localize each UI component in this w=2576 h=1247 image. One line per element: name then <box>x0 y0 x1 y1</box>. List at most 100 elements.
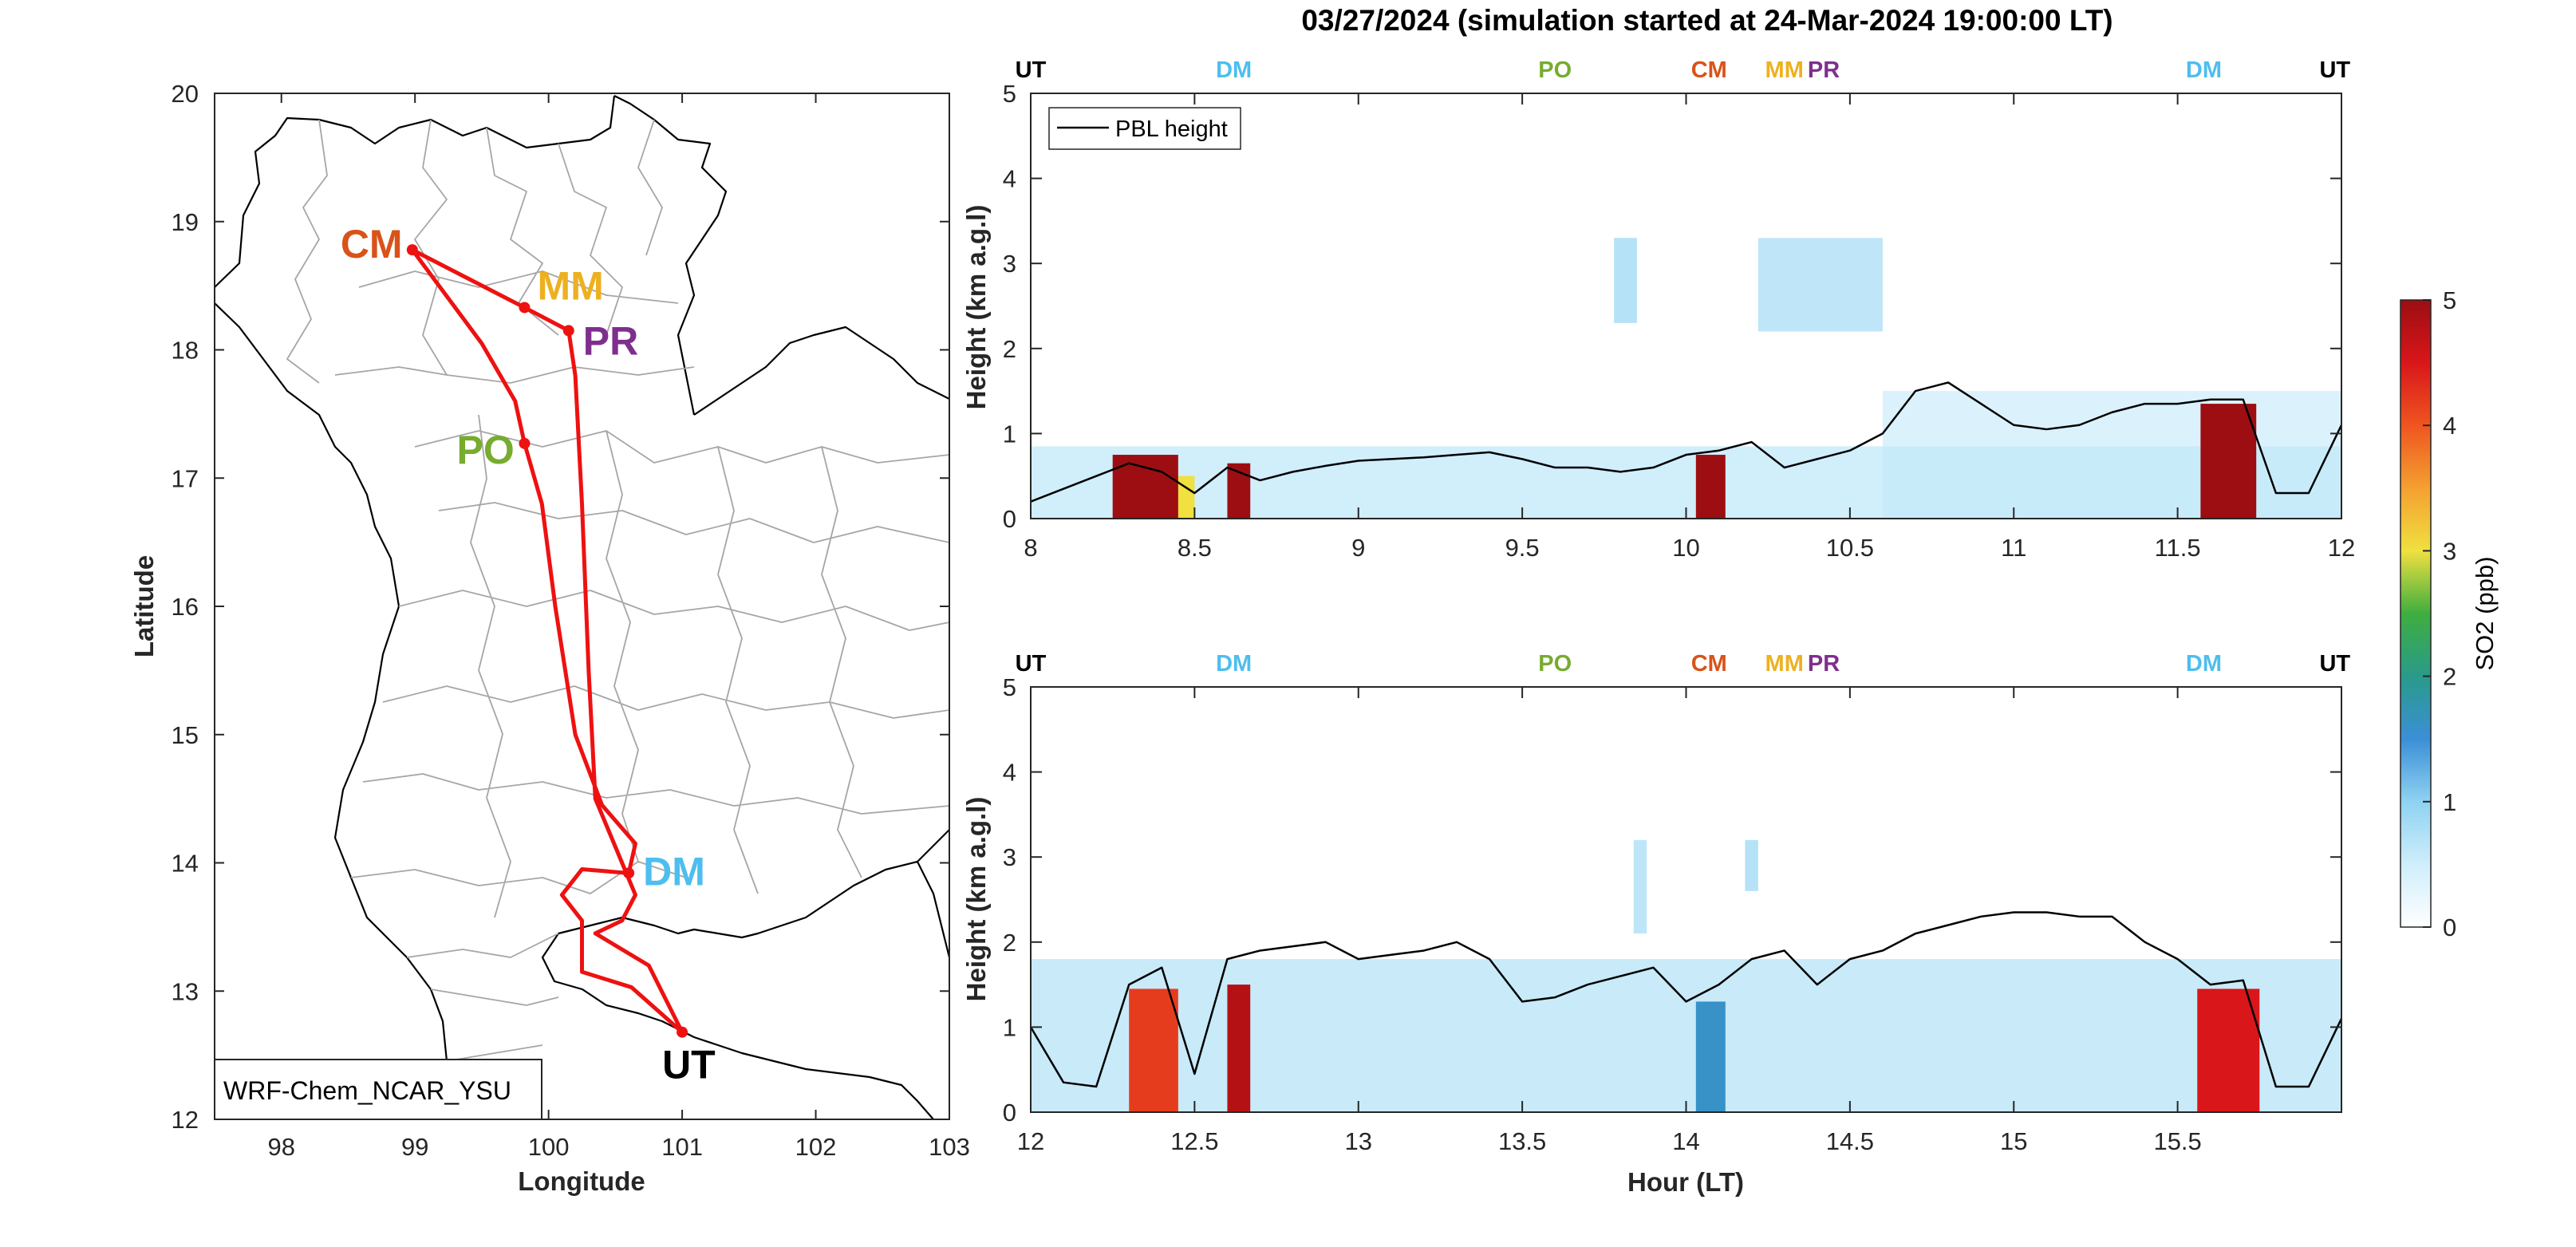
top-location-markers: UT DM PO CM MM PR DM UT <box>1016 57 2351 83</box>
figure-title: 03/27/2024 (simulation started at 24-Mar… <box>1301 4 2112 37</box>
top-marker-pr: PR <box>1808 57 1840 83</box>
map-panel: CM MM PR PO DM UT 98 99 100 101 102 103 12 13 14 15 16 1… <box>129 80 970 1196</box>
top-so2-patch <box>2200 404 2257 519</box>
city-label-dm: DM <box>643 849 705 894</box>
top-ytick-label: 3 <box>1003 250 1016 278</box>
top-xtick-label: 8.5 <box>1178 534 1212 562</box>
top-ylabel: Height (km a.g.l) <box>961 205 991 410</box>
colorbar-tick-label: 2 <box>2443 663 2456 691</box>
top-xtick-label: 11.5 <box>2155 534 2201 562</box>
bottom-pbl-line <box>1029 911 2343 1088</box>
map-ticks: 98 99 100 101 102 103 12 13 14 15 16 17 18 19 20 <box>172 80 970 1161</box>
bottom-so2-patch <box>1695 1001 1726 1112</box>
bottom-ytick-label: 4 <box>1003 759 1016 787</box>
model-annotation-box <box>214 1059 542 1120</box>
map-xtick-label: 103 <box>929 1133 970 1161</box>
city-label-pr: PR <box>583 318 638 363</box>
top-xtick-label: 9 <box>1351 534 1365 562</box>
city-label-po: PO <box>456 428 514 472</box>
top-marker-cm: CM <box>1691 57 1727 83</box>
map-area: CM MM PR PO DM UT <box>215 95 949 1119</box>
colorbar-tick-label: 1 <box>2443 788 2456 816</box>
map-ytick-label: 16 <box>172 593 199 621</box>
bottom-so2-patch <box>1633 839 1647 934</box>
bottom-xtick-label: 15.5 <box>2153 1127 2201 1155</box>
bottom-xtick-label: 14 <box>1672 1127 1699 1155</box>
top-marker-mm: MM <box>1765 57 1804 83</box>
map-xtick-label: 100 <box>528 1133 570 1161</box>
bottom-xtick-label: 12 <box>1017 1127 1044 1155</box>
colorbar-label: SO2 (ppb) <box>2471 556 2499 670</box>
bottom-xtick-label: 15 <box>2000 1127 2027 1155</box>
map-ytick-label: 17 <box>172 464 199 492</box>
colorbar-tick-label: 0 <box>2443 914 2456 941</box>
top-marker-ut: UT <box>1016 57 1047 83</box>
top-so2-patch <box>1112 455 1178 519</box>
so2-colorbar: 0 1 2 3 4 5 SO2 (ppb) <box>2400 286 2499 941</box>
bottom-xtick-label: 12.5 <box>1170 1127 1218 1155</box>
map-ytick-label: 20 <box>172 80 199 108</box>
top-ytick-label: 2 <box>1003 335 1016 363</box>
top-so2-patch <box>1614 238 1637 323</box>
map-ytick-label: 18 <box>172 337 199 365</box>
bottom-xtick-label: 14.5 <box>1826 1127 1874 1155</box>
top-ytick-label: 4 <box>1003 165 1016 193</box>
map-ytick-label: 13 <box>172 977 199 1005</box>
bottom-location-markers: UT DM PO CM MM PR DM UT <box>1016 651 2351 677</box>
city-marker-cm <box>406 244 418 256</box>
bottom-ytick-label: 0 <box>1003 1099 1016 1127</box>
top-xtick-label: 9.5 <box>1505 534 1540 562</box>
bottom-marker-ut: UT <box>1016 651 1047 677</box>
colorbar-tick-label: 3 <box>2443 537 2456 565</box>
map-ytick-label: 12 <box>172 1106 199 1134</box>
top-ytick-label: 0 <box>1003 505 1016 533</box>
bottom-marker-dm: DM <box>2186 651 2222 677</box>
colorbar-tick-label: 5 <box>2443 286 2456 314</box>
top-marker-dm: DM <box>2186 57 2222 83</box>
top-marker-dm: DM <box>1216 57 1252 83</box>
map-xtick-label: 98 <box>267 1133 294 1161</box>
top-xtick-label: 8 <box>1024 534 1037 562</box>
map-xtick-label: 99 <box>401 1133 428 1161</box>
colorbar-gradient <box>2400 299 2432 928</box>
bottom-ytick-label: 2 <box>1003 929 1016 957</box>
top-xtick-label: 11 <box>2001 534 2026 562</box>
top-so2-patch <box>1695 455 1726 519</box>
bottom-ytick-label: 5 <box>1003 673 1016 701</box>
bottom-xtick-label: 13.5 <box>1498 1127 1546 1155</box>
bottom-marker-po: PO <box>1538 651 1572 677</box>
bottom-marker-dm: DM <box>1216 651 1252 677</box>
bottom-marker-ut: UT <box>2319 651 2350 677</box>
city-layer: CM MM PR PO DM UT <box>341 222 716 1087</box>
map-ytick-label: 15 <box>172 721 199 749</box>
city-marker-dm <box>623 867 635 879</box>
map-ytick-label: 14 <box>172 850 199 878</box>
bottom-marker-pr: PR <box>1808 651 1840 677</box>
city-marker-po <box>519 437 531 449</box>
bottom-xtick-label: 13 <box>1345 1127 1372 1155</box>
route-layer <box>410 247 684 1034</box>
bottom-ytick-label: 3 <box>1003 843 1016 871</box>
bottom-ytick-label: 1 <box>1003 1013 1016 1041</box>
top-so2-patch <box>1757 238 1883 332</box>
model-annotation: WRF-Chem_NCAR_YSU <box>223 1076 511 1105</box>
flight-route <box>410 247 684 1034</box>
bottom-marker-mm: MM <box>1765 651 1804 677</box>
bottom-ylabel: Height (km a.g.l) <box>961 797 991 1002</box>
top-ytick-label: 5 <box>1003 80 1016 108</box>
city-label-mm: MM <box>537 263 603 308</box>
map-ylabel: Latitude <box>129 555 159 657</box>
bottom-heatmap-content <box>1029 839 2343 1112</box>
map-xtick-label: 101 <box>661 1133 703 1161</box>
colorbar-tick-label: 4 <box>2443 412 2456 440</box>
colorbar-ticks: 0 1 2 3 4 5 <box>2423 286 2456 941</box>
bottom-xlabel: Hour (LT) <box>1627 1167 1744 1197</box>
top-marker-po: PO <box>1538 57 1572 83</box>
map-xtick-label: 102 <box>795 1133 837 1161</box>
top-xtick-label: 12 <box>2328 534 2355 562</box>
top-ytick-label: 1 <box>1003 420 1016 448</box>
bottom-so2-patch <box>2197 989 2260 1112</box>
bottom-so2-patch <box>1227 985 1251 1112</box>
